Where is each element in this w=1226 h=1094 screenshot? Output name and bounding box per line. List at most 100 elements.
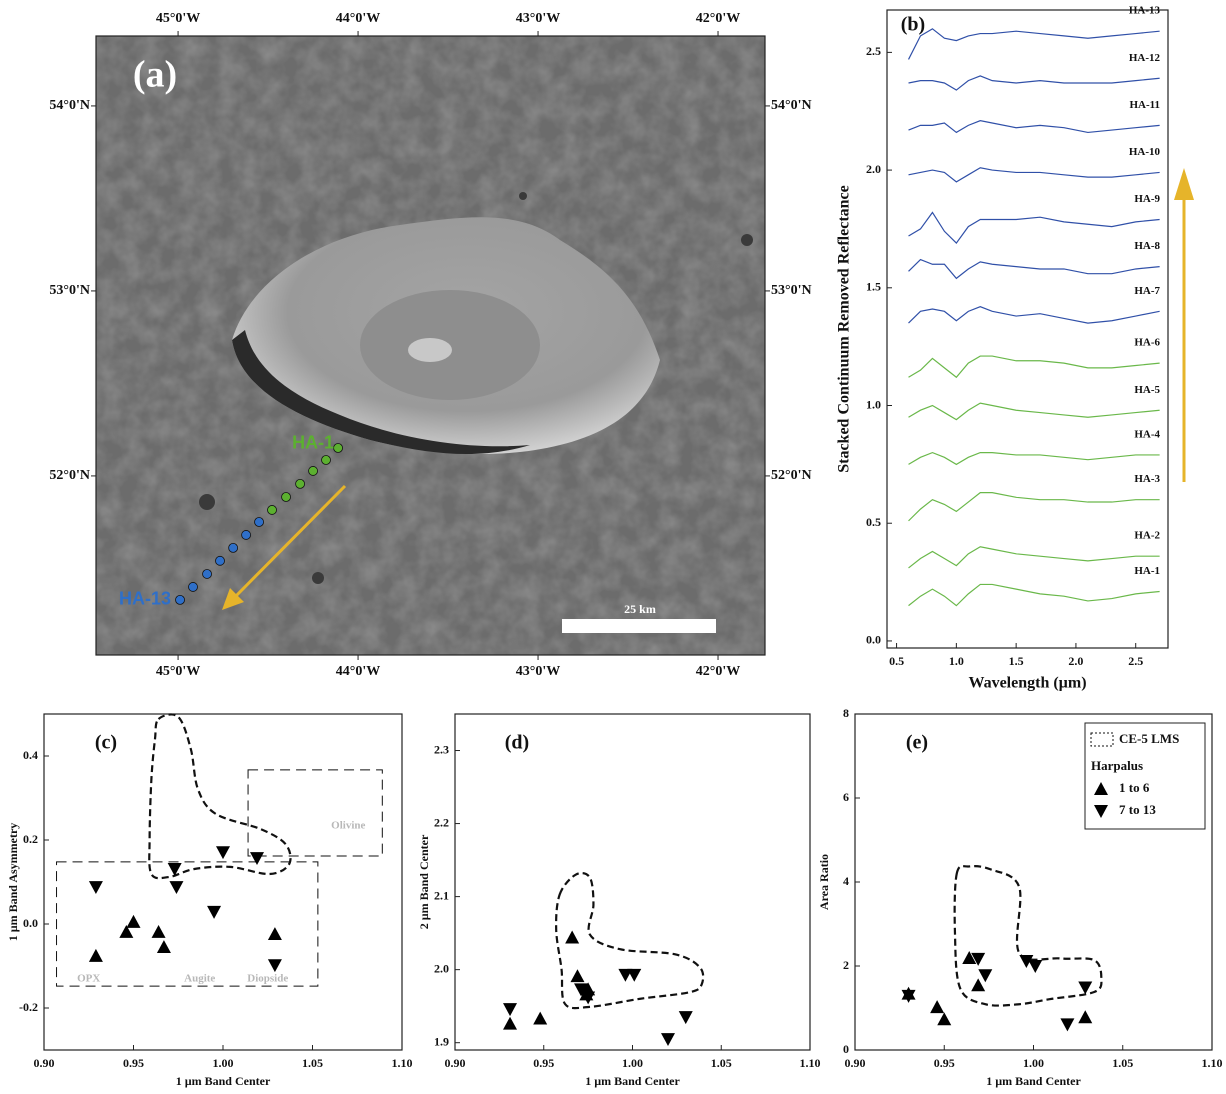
series-label: HA-4 [1134, 428, 1160, 440]
data-point [503, 1003, 517, 1016]
x-tick-label: 43°0'W [516, 664, 561, 679]
x-axis-title: 1 µm Band Center [176, 1074, 271, 1088]
sample-point [255, 517, 264, 526]
x-tick-label: 42°0'W [696, 664, 741, 679]
x-tick-label: 44°0'W [336, 664, 381, 679]
data-point [152, 925, 166, 938]
series-label: HA-1 [1134, 565, 1160, 577]
panel-label: (b) [901, 14, 925, 36]
point-label: HA-13 [119, 589, 171, 609]
scale-bar [562, 619, 716, 633]
spectrum-line [909, 29, 1160, 60]
spectrum-line [909, 307, 1160, 323]
y-tick-label: 54°0'N [771, 98, 812, 113]
y-tick-label: 8 [843, 706, 849, 720]
spectrum-line [909, 212, 1160, 243]
x-tick-label: 1.00 [213, 1056, 234, 1070]
x-tick-label: 45°0'W [156, 664, 201, 679]
data-point [1078, 1010, 1092, 1023]
data-point [89, 881, 103, 894]
y-tick-label: 1.5 [866, 280, 881, 294]
spectra-arrow [1174, 168, 1194, 482]
panel-label: (c) [95, 732, 117, 754]
plot-frame [887, 10, 1168, 648]
x-tick-label: 0.95 [123, 1056, 144, 1070]
y-tick-label: 54°0'N [49, 98, 90, 113]
data-point [971, 978, 985, 991]
spectrum-line [909, 260, 1160, 279]
panel-label: (a) [133, 54, 177, 96]
series-label: HA-13 [1129, 5, 1161, 17]
data-point [207, 906, 221, 919]
data-point [169, 881, 183, 894]
point-label: HA-1 [292, 433, 334, 453]
y-tick-label: -0.2 [19, 1000, 38, 1014]
region-label: Diopside [247, 973, 288, 985]
sample-point [242, 530, 251, 539]
region-label: OPX [77, 973, 100, 985]
sample-point [322, 456, 331, 465]
series-label: HA-2 [1134, 530, 1160, 542]
mineral-region [248, 770, 382, 856]
sample-point [334, 443, 343, 452]
y-tick-label: 2.0 [866, 162, 881, 176]
data-point [661, 1033, 675, 1046]
sample-point [282, 493, 291, 502]
y-tick-label: 2 [843, 958, 849, 972]
series-label: HA-9 [1134, 193, 1160, 205]
y-tick-label: 4 [843, 874, 849, 888]
legend-title: Harpalus [1091, 758, 1143, 773]
sample-point [176, 595, 185, 604]
y-tick-label: 0 [843, 1042, 849, 1056]
y-axis-title: 1 µm Band Asymmetry [6, 823, 20, 942]
x-tick-label: 1.0 [949, 654, 964, 668]
y-tick-label: 52°0'N [771, 468, 812, 483]
data-point [157, 940, 171, 953]
data-point [570, 969, 584, 982]
x-tick-label: 1.10 [1202, 1056, 1223, 1070]
data-point [168, 863, 182, 876]
y-tick-label: 2.3 [434, 742, 449, 756]
x-tick-label: 42°0'W [696, 11, 741, 26]
x-tick-label: 2.5 [1128, 654, 1143, 668]
x-tick-label: 1.05 [711, 1056, 732, 1070]
y-tick-label: 2.1 [434, 888, 449, 902]
x-tick-label: 0.95 [934, 1056, 955, 1070]
x-tick-label: 1.00 [1023, 1056, 1044, 1070]
spectrum-line [909, 584, 1160, 605]
y-tick-label: 0.2 [23, 832, 38, 846]
sample-point [229, 543, 238, 552]
scale-label: 25 km [624, 602, 656, 616]
y-axis-title: Stacked Continuum Removed Reflectance [836, 185, 853, 473]
sample-point [309, 466, 318, 475]
x-tick-label: 1.10 [392, 1056, 413, 1070]
x-tick-label: 1.5 [1009, 654, 1024, 668]
data-point [1028, 960, 1042, 973]
spectrum-line [909, 547, 1160, 568]
x-axis-title: 1 µm Band Center [585, 1074, 680, 1088]
region-label: Olivine [331, 820, 365, 832]
data-point [565, 931, 579, 944]
map-image: 25 km (a) [96, 36, 765, 655]
figure: 25 km (a) 45°0'W45°0'W44°0'W44°0'W43°0'W… [0, 0, 1226, 1094]
page: {"chart_data": [ {"type": "map", "title"… [0, 0, 1226, 1094]
y-axis-title: 2 µm Band Center [417, 834, 431, 929]
series-label: HA-12 [1129, 52, 1161, 64]
y-tick-label: 2.5 [866, 44, 881, 58]
legend-label: CE-5 LMS [1119, 731, 1179, 746]
data-point [533, 1012, 547, 1025]
sample-point [296, 479, 305, 488]
x-tick-label: 0.95 [533, 1056, 554, 1070]
sample-point [216, 556, 225, 565]
data-point [127, 915, 141, 928]
data-point [627, 969, 641, 982]
sample-point [268, 505, 277, 514]
x-tick-label: 1.05 [302, 1056, 323, 1070]
spectrum-line [909, 356, 1160, 377]
spectrum-line [909, 121, 1160, 133]
spectrum-line [909, 168, 1160, 182]
x-tick-label: 0.90 [845, 1056, 866, 1070]
x-tick-label: 1.10 [800, 1056, 821, 1070]
sample-point [189, 582, 198, 591]
series-label: HA-8 [1134, 240, 1160, 252]
